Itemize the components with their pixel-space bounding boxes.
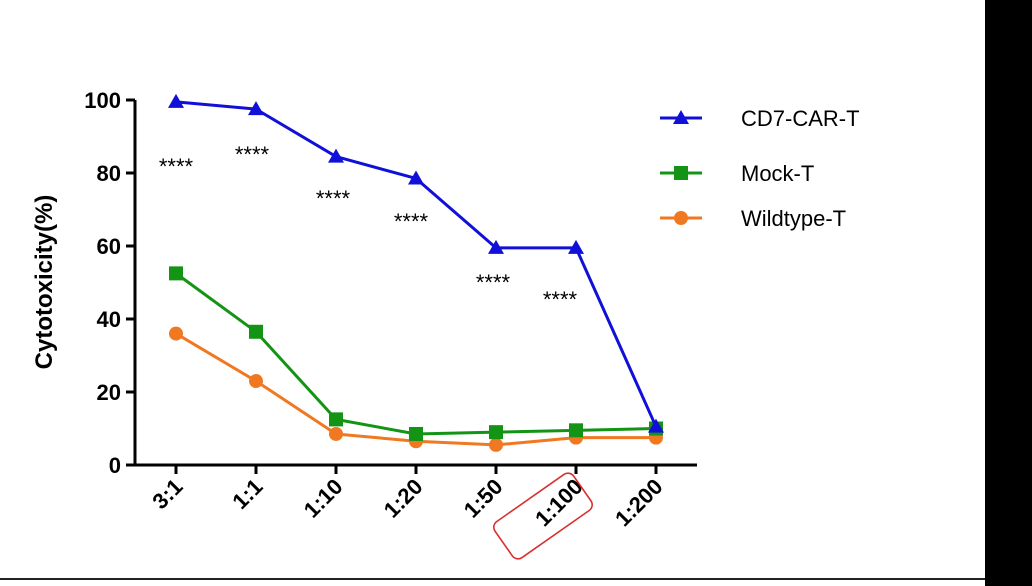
data-point-wildtype-t [329, 426, 343, 441]
significance-label: **** [235, 142, 270, 167]
data-point-wildtype-t [489, 437, 503, 452]
data-point-wildtype-t [249, 374, 263, 389]
significance-label: **** [316, 186, 351, 211]
y-tick-label: 80 [97, 161, 121, 186]
y-ticks: 0 20 40 60 80 100 [84, 88, 135, 478]
legend-label-mock-t: Mock-T [741, 161, 814, 186]
legend-marker-cd7-car-t [673, 110, 689, 124]
data-point-cd7-car-t [408, 170, 424, 185]
highlight-box [493, 472, 593, 560]
data-point-cd7-car-t [648, 418, 664, 433]
y-tick-label: 0 [109, 453, 121, 478]
significance-label: **** [543, 287, 578, 312]
y-tick-label: 100 [84, 88, 121, 113]
legend-label-wildtype-t: Wildtype-T [741, 206, 846, 231]
data-point-cd7-car-t [328, 148, 344, 163]
data-point-cd7-car-t [248, 101, 264, 116]
data-point-cd7-car-t [168, 93, 184, 108]
x-tick-label-3-1: 3:1 [147, 474, 187, 514]
right-border-bar [985, 0, 1032, 586]
y-axis-label: Cytotoxicity(%) [31, 195, 58, 370]
significance-label: **** [159, 154, 194, 179]
legend-marker-mock-t [674, 166, 688, 180]
data-point-mock-t [569, 423, 583, 438]
significance-label: **** [394, 209, 429, 234]
series-layer [168, 93, 664, 452]
data-point-mock-t [329, 412, 343, 427]
bottom-border-line [0, 578, 985, 580]
annotations: **** **** **** **** **** **** [159, 142, 578, 312]
data-point-cd7-car-t [568, 239, 584, 254]
x-tick-label-1-50: 1:50 [459, 474, 508, 523]
axes [133, 100, 697, 467]
data-point-mock-t [169, 266, 183, 281]
legend-label-cd7-car-t: CD7-CAR-T [741, 106, 860, 131]
data-point-wildtype-t [169, 326, 183, 341]
x-tick-label-1-10: 1:10 [299, 474, 348, 523]
y-tick-label: 20 [97, 380, 121, 405]
x-tick-label-1-200: 1:200 [610, 474, 667, 531]
data-point-mock-t [249, 324, 263, 339]
x-tick-label-1-20: 1:20 [379, 474, 428, 523]
series-line-mock-t [175, 272, 657, 436]
x-tick-label-1-1: 1:1 [227, 474, 267, 514]
data-point-mock-t [409, 426, 423, 441]
legend-marker-wildtype-t [674, 211, 688, 225]
y-tick-label: 60 [97, 234, 121, 259]
data-point-cd7-car-t [488, 239, 504, 254]
data-point-mock-t [489, 425, 503, 440]
significance-label: **** [476, 270, 511, 295]
y-tick-label: 40 [97, 307, 121, 332]
legend: CD7-CAR-T Mock-T Wildtype-T [660, 106, 860, 231]
